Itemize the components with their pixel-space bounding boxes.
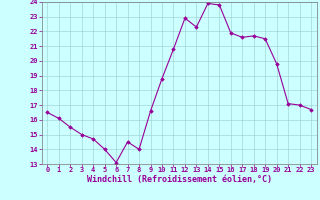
X-axis label: Windchill (Refroidissement éolien,°C): Windchill (Refroidissement éolien,°C)	[87, 175, 272, 184]
